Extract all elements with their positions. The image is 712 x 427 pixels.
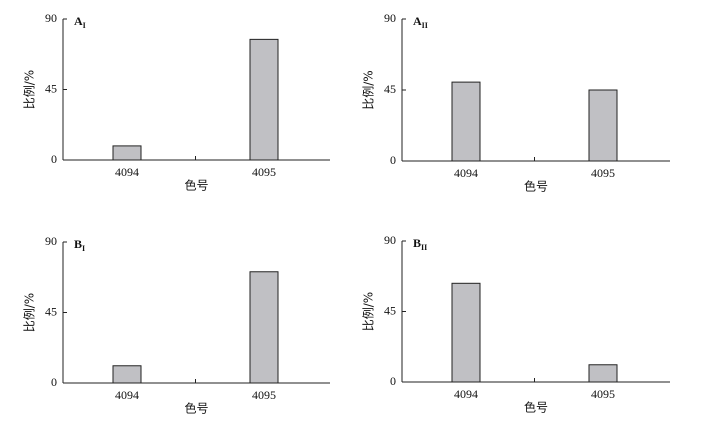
panel-title: AII (413, 14, 428, 30)
y-tick-label: 90 (384, 233, 396, 247)
panel: 0 45 90 4094 4095 AI 色号 比例/% (23, 11, 330, 193)
y-tick-label: 0 (390, 153, 396, 167)
bar (112, 145, 142, 161)
bar (249, 38, 279, 161)
x-tick-label: 4095 (591, 166, 615, 180)
x-tick-label: 4094 (115, 388, 139, 402)
bar (249, 271, 279, 384)
x-tick-label: 4095 (252, 388, 276, 402)
y-tick-label: 45 (384, 82, 396, 96)
panel-title-main: B (74, 237, 82, 251)
panel-title-sub: II (421, 243, 427, 252)
panel-title-main: B (413, 236, 421, 250)
x-axis-label: 色号 (184, 402, 208, 416)
bar (112, 365, 142, 384)
bar (451, 282, 481, 383)
panel-title-main: A (413, 14, 422, 28)
y-axis-label: 比例/% (23, 293, 37, 332)
panel: 0 45 90 4094 4095 BI 色号 比例/% (23, 234, 330, 416)
y-tick-label: 90 (45, 234, 57, 248)
x-tick-label: 4094 (115, 165, 139, 179)
panel-title-sub: I (83, 21, 86, 30)
bar (588, 364, 618, 383)
panel-title: AI (74, 14, 86, 30)
y-tick-label: 0 (390, 374, 396, 388)
x-tick-label: 4094 (454, 387, 478, 401)
panel: 0 45 90 4094 4095 BII 色号 比例/% (362, 233, 670, 415)
bar (588, 89, 618, 162)
x-tick-label: 4095 (252, 165, 276, 179)
y-axis-label: 比例/% (362, 292, 376, 331)
x-axis-label: 色号 (524, 401, 548, 415)
y-tick-label: 45 (45, 81, 57, 95)
y-tick-label: 0 (51, 375, 57, 389)
y-tick-label: 90 (45, 11, 57, 25)
x-tick-label: 4095 (591, 387, 615, 401)
y-tick-label: 0 (51, 152, 57, 166)
panel-title-main: A (74, 14, 83, 28)
y-tick-label: 90 (384, 11, 396, 25)
panel-title: BI (74, 237, 85, 253)
x-tick-label: 4094 (454, 166, 478, 180)
panel-title-sub: I (82, 244, 85, 253)
y-axis-label: 比例/% (23, 70, 37, 109)
x-axis-label: 色号 (524, 180, 548, 194)
panel-title-sub: II (422, 21, 428, 30)
bar (451, 81, 481, 162)
panel: 0 45 90 4094 4095 AII 色号 比例/% (362, 11, 670, 194)
panel-title: BII (413, 236, 427, 252)
x-axis-label: 色号 (184, 179, 208, 193)
y-tick-label: 45 (384, 303, 396, 317)
y-tick-label: 45 (45, 304, 57, 318)
y-axis-label: 比例/% (362, 70, 376, 109)
